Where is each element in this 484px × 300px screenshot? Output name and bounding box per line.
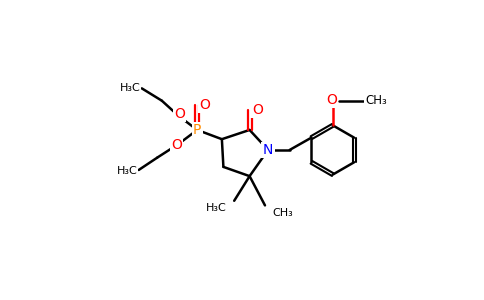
- Text: O: O: [326, 93, 337, 107]
- Text: H₃C: H₃C: [206, 203, 227, 214]
- Text: O: O: [252, 103, 263, 117]
- Text: O: O: [199, 98, 211, 112]
- Text: P: P: [193, 123, 201, 137]
- Text: CH₃: CH₃: [365, 94, 387, 107]
- Text: CH₃: CH₃: [272, 208, 293, 218]
- Text: H₃C: H₃C: [120, 82, 140, 93]
- Text: H₃C: H₃C: [117, 166, 137, 176]
- Text: N: N: [263, 143, 273, 157]
- Text: O: O: [171, 138, 182, 152]
- Text: O: O: [174, 107, 185, 121]
